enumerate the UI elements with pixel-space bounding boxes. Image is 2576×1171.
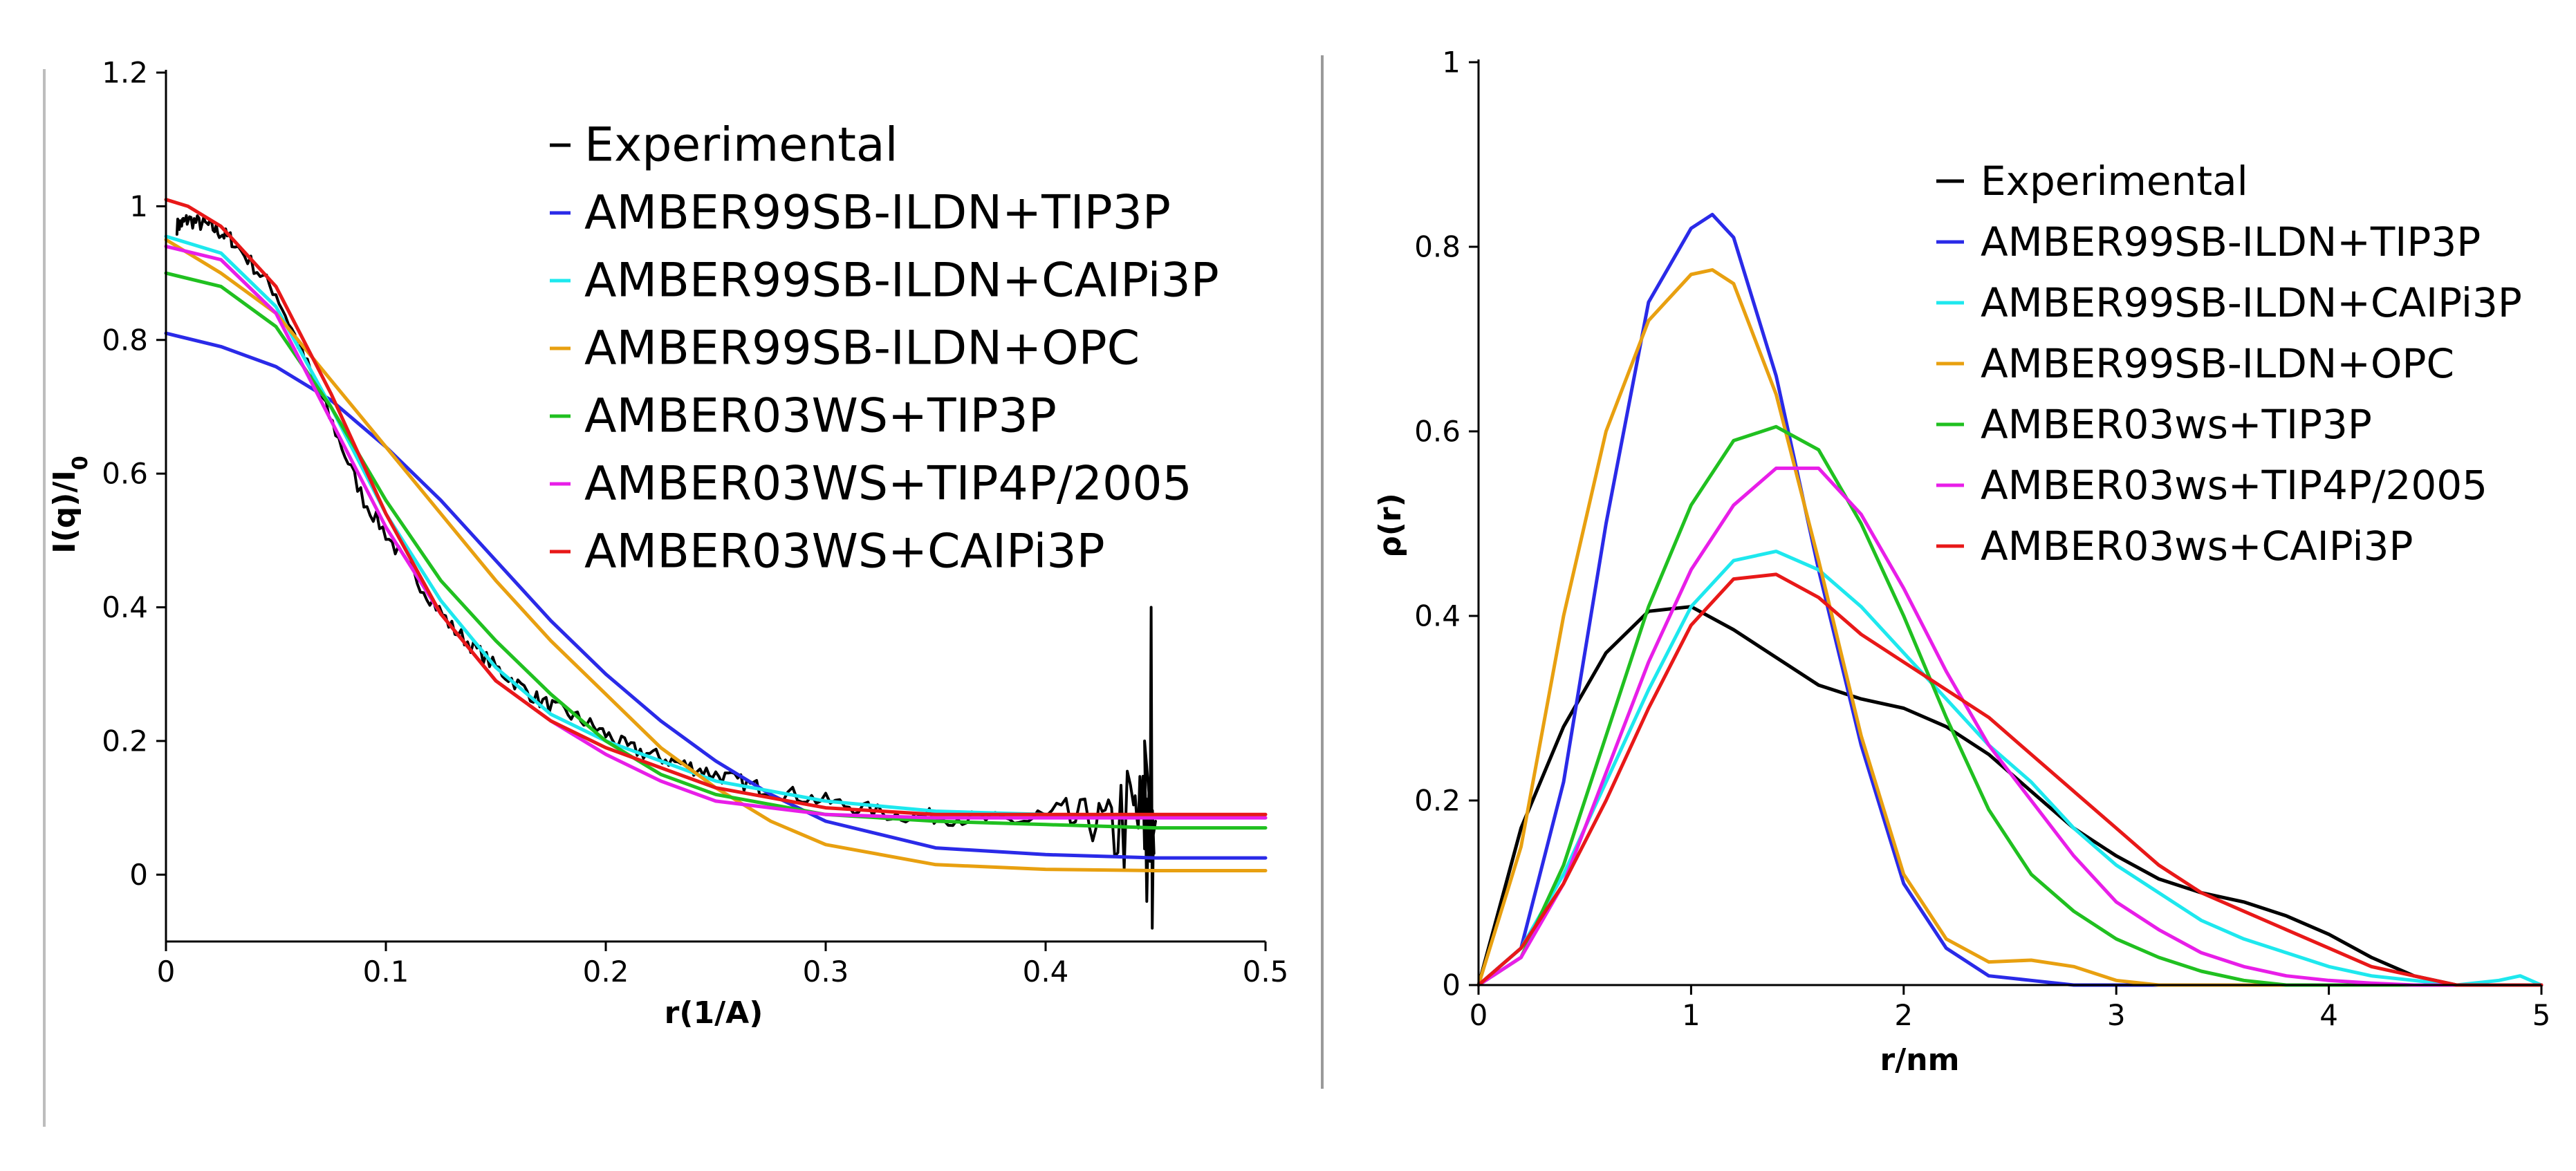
y-tick-label: 0.2 [102, 724, 148, 758]
x-tick-label: 0 [1470, 998, 1488, 1032]
y-tick-label: 0.4 [1414, 599, 1461, 633]
y-tick-label: 1 [129, 189, 148, 223]
plot-area [166, 73, 1266, 942]
x-tick-label: 0.1 [363, 955, 409, 989]
series-line-5 [1476, 466, 2543, 987]
plot-area [1479, 62, 2541, 985]
series-line-1 [164, 331, 1268, 860]
y-axis-title-subscript: 0 [68, 456, 93, 470]
y-tick-label: 0 [129, 858, 148, 892]
x-tick-label: 1 [1682, 998, 1701, 1032]
series-line-5 [164, 244, 1268, 820]
y-axis-title: ρ(r) [1373, 493, 1408, 557]
legend-label-6: AMBER03WS+CAIPi3P [584, 525, 1105, 579]
x-tick-label: 0.4 [1023, 955, 1069, 989]
legend-label-4: AMBER03WS+TIP3P [584, 389, 1057, 444]
legend-label-0: Experimental [584, 118, 898, 173]
x-tick-label: 0.2 [583, 955, 629, 989]
legend-label-5: AMBER03ws+TIP4P/2005 [1981, 462, 2487, 509]
y-tick-label: 1 [1442, 46, 1461, 79]
distance-distribution-chart: 0 1 2 3 4 5 0 0.2 0.4 0.6 0.8 1 r/nm ρ(r) Experimen… [1373, 46, 2550, 1078]
x-tick-label: 2 [1894, 998, 1913, 1032]
y-tick-label: 0 [1442, 968, 1461, 1002]
y-tick-label: 0.6 [1414, 415, 1461, 449]
legend-label-0: Experimental [1981, 158, 2248, 205]
y-tick-label: 0.6 [102, 457, 148, 491]
x-tick-label: 4 [2319, 998, 2338, 1032]
x-tick-label: 5 [2532, 998, 2551, 1032]
x-tick-label: 0.3 [803, 955, 849, 989]
legend-label-5: AMBER03WS+TIP4P/2005 [584, 457, 1192, 512]
series-line-6 [1476, 572, 2543, 987]
y-tick-label: 1.2 [102, 56, 148, 90]
series-line-2 [1476, 550, 2543, 987]
x-tick-label: 0 [157, 955, 176, 989]
x-tick-label: 0.5 [1243, 955, 1289, 989]
y-tick-label: 0.8 [102, 323, 148, 357]
scattering-chart: 0 0.1 0.2 0.3 0.4 0.5 0 0.2 0.4 0.6 0.8 1 1.2 r(1/A)… [47, 56, 1288, 1031]
series-line-6 [164, 198, 1268, 816]
legend-right: Experimental AMBER99SB-ILDN+TIP3P AMBER99S… [1936, 158, 2522, 570]
y-axis-title-main: I(q)/I [47, 470, 82, 554]
legend-label-2: AMBER99SB-ILDN+CAIPi3P [584, 254, 1219, 308]
y-tick-label: 0.8 [1414, 230, 1461, 264]
legend-left: Experimental AMBER99SB-ILDN+TIP3P AMBER99S… [550, 118, 1219, 579]
x-tick-label: 3 [2107, 998, 2126, 1032]
series-line-4 [1476, 424, 2543, 987]
legend-label-2: AMBER99SB-ILDN+CAIPi3P [1981, 279, 2522, 326]
legend-label-4: AMBER03ws+TIP3P [1981, 401, 2372, 448]
x-axis-title: r(1/A) [665, 995, 763, 1031]
legend-label-6: AMBER03ws+CAIPi3P [1981, 523, 2413, 570]
y-axis-title: I(q)/I0 [47, 456, 93, 553]
y-tick-label: 0.4 [102, 590, 148, 624]
legend-label-1: AMBER99SB-ILDN+TIP3P [1981, 218, 2481, 265]
legend-label-3: AMBER99SB-ILDN+OPC [1981, 340, 2454, 387]
x-axis-title: r/nm [1880, 1042, 1960, 1078]
legend-label-1: AMBER99SB-ILDN+TIP3P [584, 186, 1171, 241]
y-tick-label: 0.2 [1414, 784, 1461, 818]
legend-label-3: AMBER99SB-ILDN+OPC [584, 321, 1140, 376]
